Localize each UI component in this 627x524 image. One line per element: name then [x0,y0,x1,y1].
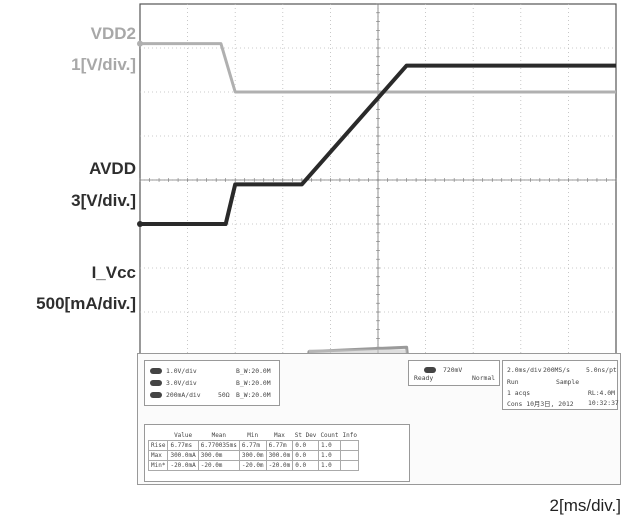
ch3-scale: 200mA/div [166,391,201,399]
time: 10:32:37 [588,399,619,407]
measure-cell: -20.0mA [167,460,199,471]
ch1-bw: B_W:20.0M [236,367,271,375]
trigger-state: Ready [414,374,434,382]
oscilloscope-plot [137,3,617,356]
measure-cell: 300.0m [265,450,294,461]
measure-cell: 0.0 [292,440,319,451]
ch3-impedance: 50Ω [218,391,230,399]
measure-header: Info [342,432,357,439]
trigger-level: 720mV [443,366,463,374]
ground-marker-1 [137,40,143,47]
date: Cons 10月3日, 2012 [507,400,574,408]
resolution: 5.0ns/pt [586,366,617,374]
measure-header: Value [174,432,193,439]
measure-header [149,431,168,441]
sample-mode: Sample [556,378,580,386]
ivcc-name-label: I_Vcc [91,263,136,282]
ch2-chip [150,380,162,386]
trace-i-vcc-noise-band [308,349,407,356]
measure-header: St Dev [294,432,317,439]
measure-header: Mean [211,432,227,439]
measure-cell: 300.0mA [167,450,199,461]
measure-cell [339,440,360,451]
measure-row: Min* -20.0mA -20.0m -20.0m -20.0m 0.0 1.0 [147,460,360,471]
channel-settings-box [144,360,280,406]
ch3-chip [150,392,162,398]
ivcc-scale-label: 500[mA/div.] [36,294,136,313]
ch1-scale: 1.0V/div [166,367,197,375]
trace-avdd [140,63,616,226]
x-scale-label: 2[ms/div.] [549,496,621,515]
measure-cell: 0.0 [292,450,319,461]
vdd2-scale-label: 1[V/div.] [71,55,136,74]
measure-cell: 0.0 [292,460,319,471]
measure-cell: Rise [147,440,169,451]
ch2-bw: B_W:20.0M [236,379,271,387]
trigger-mode: Normal [472,374,496,382]
measure-row: Max 300.0mA 300.0m 300.0m 300.0m 0.0 1.0 [147,450,360,461]
ground-marker-2 [137,221,143,227]
acquisition-box [502,360,618,410]
measure-cell: -20.0m [238,460,267,471]
measure-cell: 6.77ms [167,440,199,451]
measure-header: Count [320,432,339,439]
graticule [139,3,617,356]
acq-count: 1 acqs [507,389,531,397]
traces [140,42,616,356]
avdd-scale-label: 3[V/div.] [71,191,136,210]
sample-rate: 200MS/s [543,366,570,374]
measure-cell: 1.0 [317,440,342,451]
timebase: 2.0ms/div [507,366,542,374]
measure-cell: -20.0m [197,460,240,471]
trigger-chip [424,367,436,373]
trigger-box [408,360,500,386]
measure-cell: -20.0m [265,460,294,471]
measure-cell: 6.77m [238,440,267,451]
measure-cell: Min* [147,460,169,471]
measure-header: Max [273,432,285,439]
measure-cell: 300.0m [197,450,240,461]
vdd2-name-label: VDD2 [90,24,136,43]
ch1-chip [150,368,162,374]
avdd-name-label: AVDD [89,159,136,178]
measure-row: Rise 6.77ms 6.770035ms 6.77m 6.77m 0.0 1.0 [147,440,360,451]
measure-cell: Max [147,450,169,461]
measure-header: Min [247,432,259,439]
record-length: RL:4.0M [588,389,615,397]
measure-cell: 6.770035ms [197,440,240,451]
measure-cell [339,450,360,461]
trace-vdd2 [140,42,616,94]
measurement-table: Value Mean Min Max St Dev Count Info Rise 6.77ms… [147,431,360,471]
ch3-bw: B_W:20.0M [236,391,271,399]
measure-cell: 6.77m [265,440,294,451]
run-state: Run [507,378,519,386]
measure-cell: 1.0 [317,450,342,461]
measure-cell [339,460,360,471]
measure-header-row: Value Mean Min Max St Dev Count Info [149,431,359,441]
measure-cell: 300.0m [238,450,267,461]
measure-cell: 1.0 [317,460,342,471]
ch2-scale: 3.0V/div [166,379,197,387]
ground-markers [137,40,143,227]
